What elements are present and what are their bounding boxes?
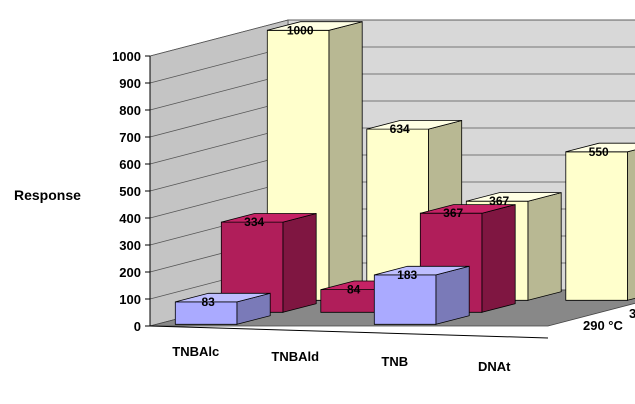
- y-tick-labels: 0 100 200 300 400 500 600 700 800 900 1000: [112, 49, 150, 334]
- bar: 83: [175, 293, 270, 324]
- category-label: TNBAld: [271, 349, 319, 364]
- bar-front: [374, 275, 436, 324]
- bar-side: [482, 205, 515, 313]
- y-tick-label: 800: [119, 103, 141, 118]
- y-tick-label: 500: [119, 184, 141, 199]
- x-category-labels: TNBAlc TNBAld TNB DNAt: [150, 326, 548, 374]
- bar-side: [628, 143, 635, 300]
- y-tick-label: 100: [119, 292, 141, 307]
- bar-side: [436, 266, 469, 324]
- data-label: 367: [443, 206, 463, 220]
- y-tick-label: 1000: [112, 49, 141, 64]
- y-tick-label: 900: [119, 76, 141, 91]
- category-label: DNAt: [478, 359, 511, 374]
- data-label: 550: [589, 145, 609, 159]
- depth-series-label: 290 °C: [583, 318, 624, 333]
- bar: 550: [566, 143, 635, 300]
- y-axis-label: Response: [14, 187, 81, 203]
- y-tick-label: 200: [119, 265, 141, 280]
- data-label: 634: [390, 122, 410, 136]
- category-label: TNB: [381, 354, 408, 369]
- x-axis-line: [150, 326, 548, 338]
- bar: 183: [374, 266, 469, 324]
- y-tick-label: 400: [119, 211, 141, 226]
- data-label: 1000: [287, 23, 314, 37]
- y-tick-label: 600: [119, 157, 141, 172]
- data-label: 83: [202, 295, 216, 309]
- depth-series-label: 300 °C: [629, 306, 635, 321]
- bar-side: [329, 22, 362, 301]
- data-label: 183: [397, 268, 417, 282]
- y-tick-label: 0: [134, 319, 141, 334]
- category-label: TNBAlc: [172, 344, 219, 359]
- data-label: 84: [347, 283, 361, 297]
- bar-side: [283, 214, 316, 313]
- data-label: 334: [244, 215, 264, 229]
- bar-front: [566, 152, 628, 300]
- y-tick-label: 300: [119, 238, 141, 253]
- bar-side: [528, 193, 561, 301]
- y-tick-label: 700: [119, 130, 141, 145]
